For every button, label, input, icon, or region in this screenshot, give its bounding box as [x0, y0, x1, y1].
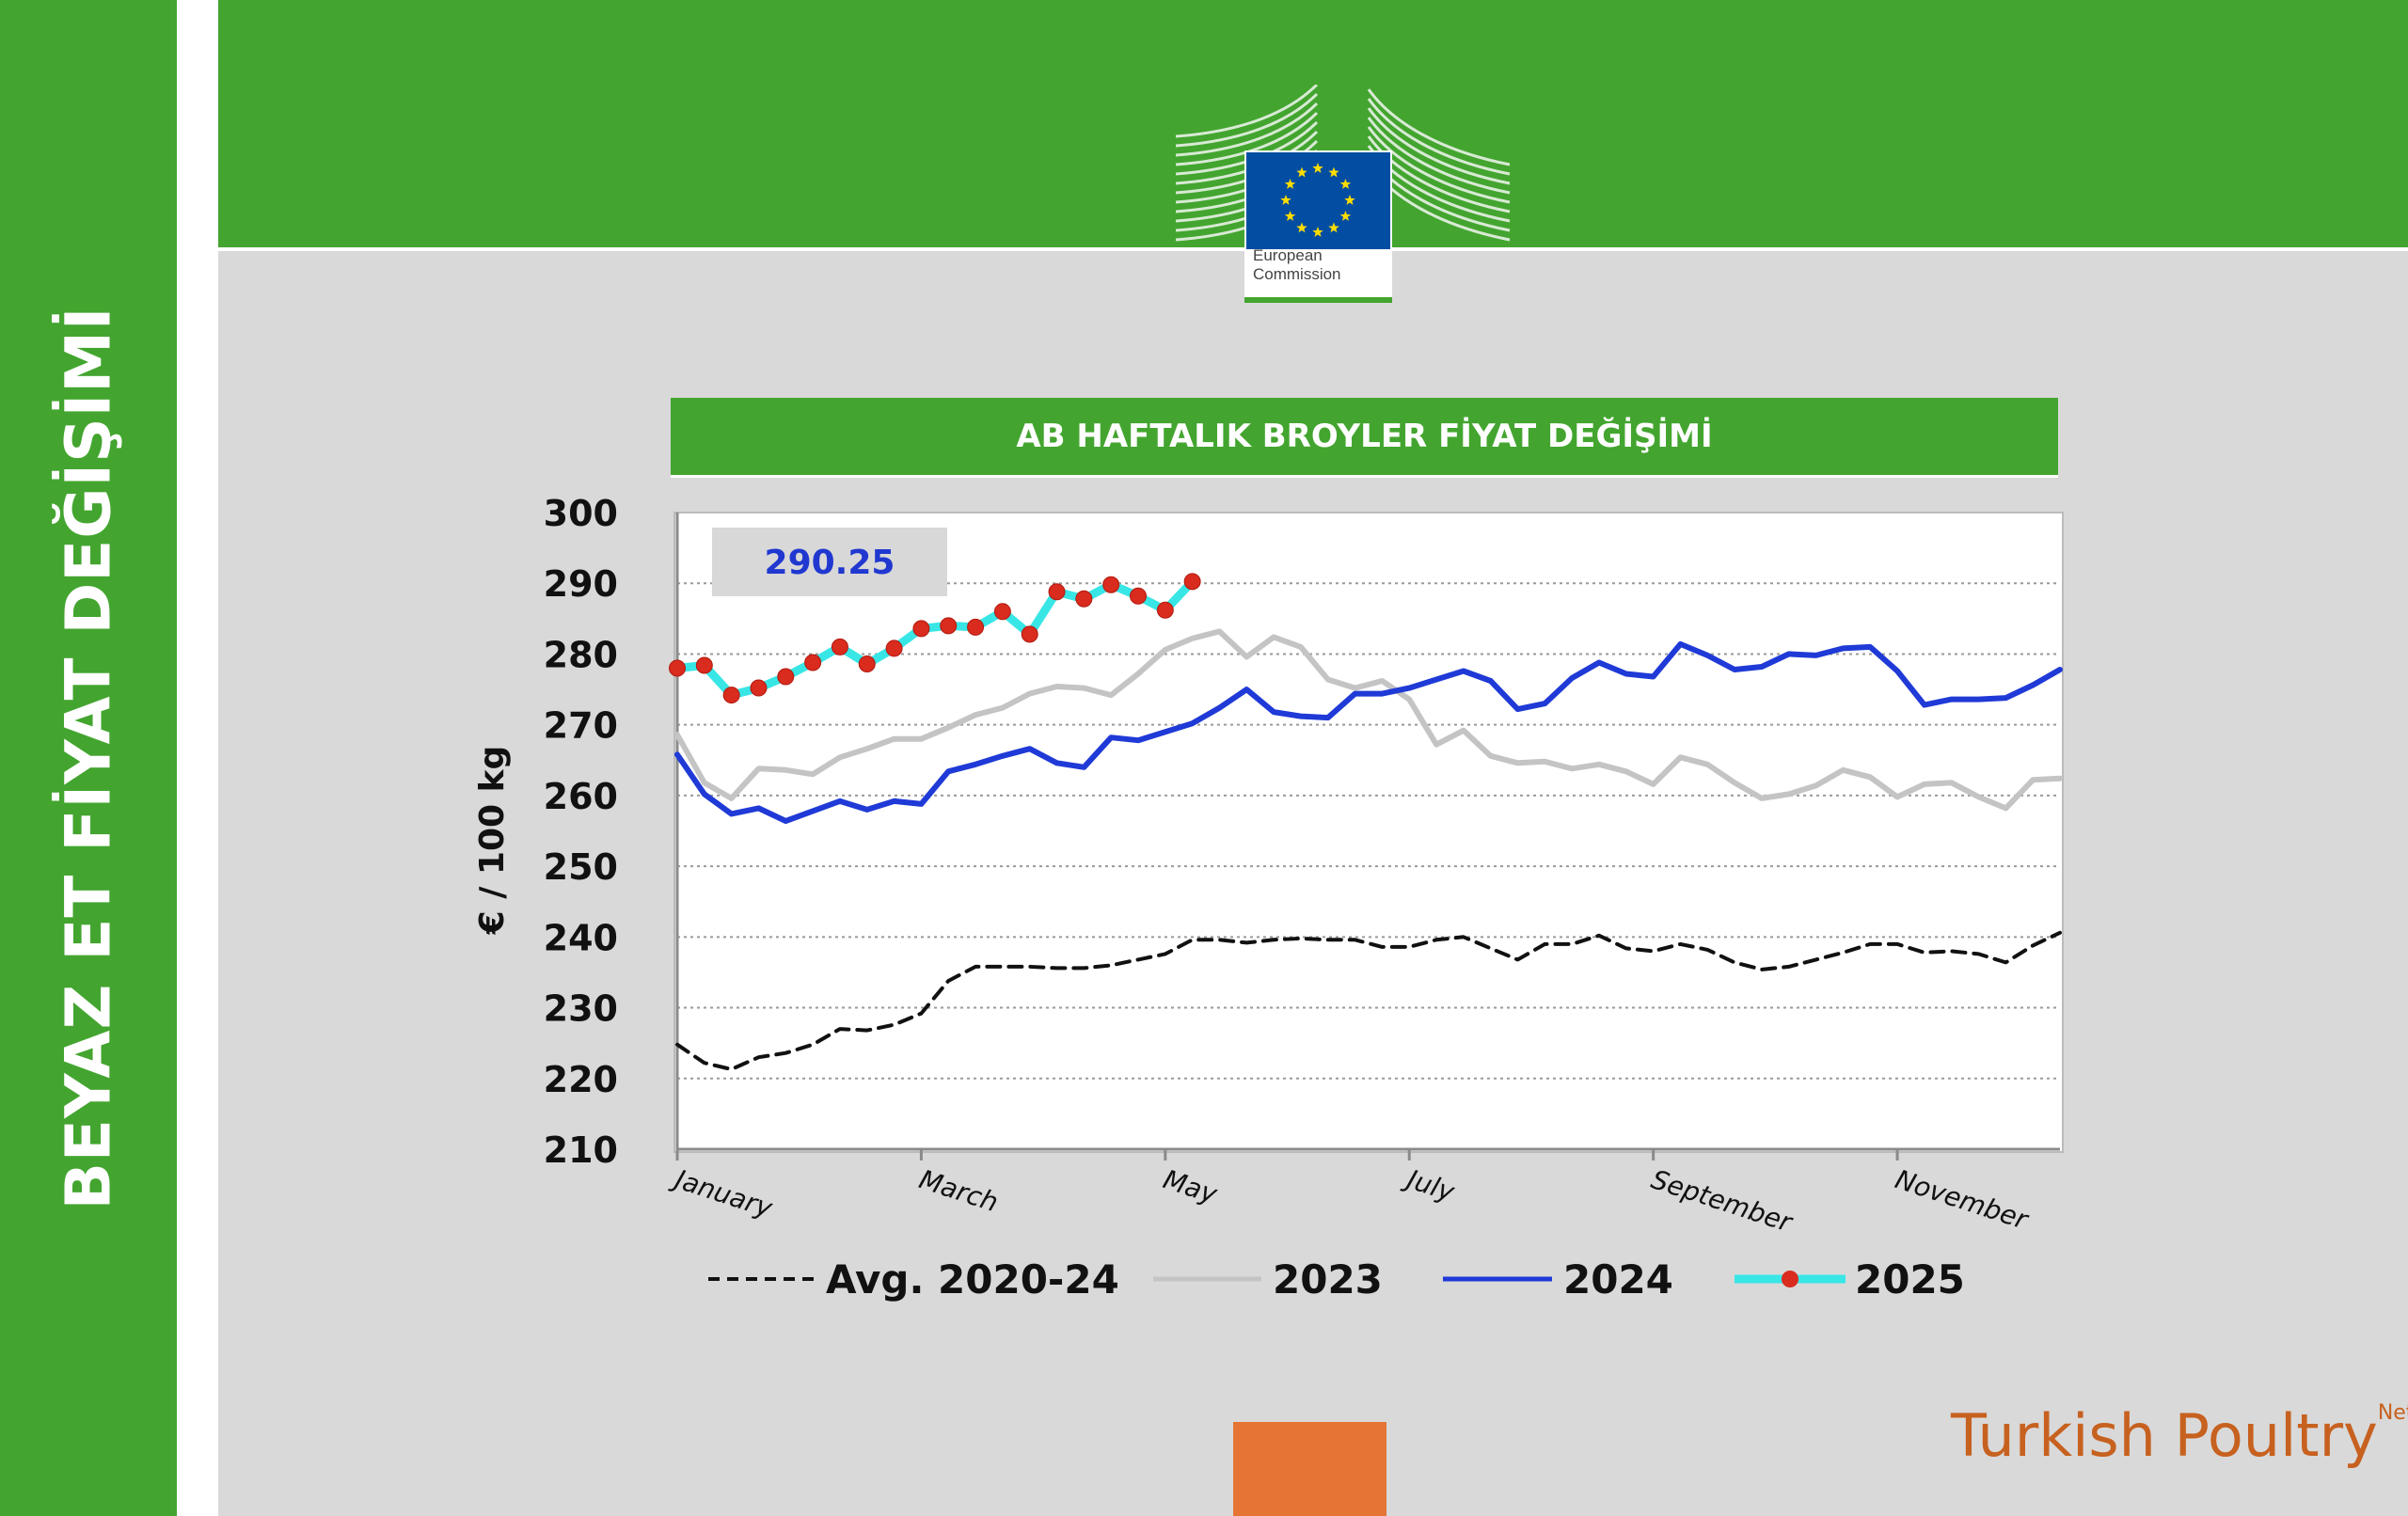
eu-star — [1296, 222, 1307, 233]
y-tick-label: 280 — [544, 634, 618, 675]
european-commission-logo: European Commission — [1176, 85, 1511, 303]
series-point-2025 — [1102, 576, 1120, 593]
y-tick-label: 210 — [544, 1129, 618, 1171]
series-point-2025 — [1021, 625, 1038, 643]
eu-star — [1328, 166, 1339, 178]
brand-suffix: Net — [2377, 1401, 2408, 1425]
y-axis-label: € / 100 kg — [473, 746, 512, 936]
eu-star — [1328, 222, 1339, 233]
legend-marker — [1782, 1271, 1798, 1287]
annotation-box — [712, 528, 947, 596]
left-sidebar — [0, 0, 177, 1516]
y-tick-label: 290 — [544, 563, 618, 605]
x-tick-label: September — [1647, 1163, 1797, 1239]
eu-star — [1344, 195, 1355, 205]
eu-star — [1339, 179, 1352, 189]
chart-title-box: AB HAFTALIK BROYLER FİYAT DEĞİŞİMİ — [671, 398, 2058, 478]
series-point-2025 — [993, 603, 1011, 621]
eu-star — [1339, 211, 1352, 221]
annotation-value: 290.25 — [765, 544, 895, 582]
y-tick-label: 240 — [544, 917, 618, 958]
series-point-2025 — [1156, 601, 1174, 619]
eu-star — [1312, 227, 1323, 237]
series-point-2025 — [1130, 587, 1147, 605]
eu-star — [1296, 166, 1307, 178]
series-point-2025 — [750, 679, 768, 697]
series-line-2023 — [674, 628, 2063, 812]
chart-title: AB HAFTALIK BROYLER FİYAT DEĞİŞİMİ — [1016, 418, 1713, 455]
series-point-2025 — [1183, 573, 1201, 591]
series-point-2025 — [831, 638, 848, 655]
sidebar-divider — [177, 0, 218, 1516]
eu-star — [1312, 163, 1323, 173]
y-tick-label: 300 — [544, 493, 618, 534]
series-point-2025 — [858, 655, 876, 672]
x-tick-label: March — [915, 1163, 1002, 1218]
series-layer — [669, 573, 2063, 1071]
legend-label: 2023 — [1273, 1256, 1383, 1303]
y-tick-label: 250 — [544, 846, 618, 888]
brand-name: Turkish Poultry — [1951, 1401, 2378, 1470]
series-point-2025 — [804, 654, 822, 671]
series-point-2025 — [669, 659, 686, 677]
logo-green-strip — [1244, 297, 1392, 303]
eu-star — [1280, 195, 1291, 205]
series-point-2025 — [777, 668, 795, 686]
series-point-2025 — [722, 687, 740, 704]
logo-text-line1: European — [1253, 246, 1323, 264]
y-tick-label: 260 — [544, 776, 618, 817]
series-point-2025 — [912, 620, 930, 638]
series-point-2025 — [940, 617, 958, 635]
legend-label: Avg. 2020-24 — [826, 1256, 1119, 1303]
series-line-2024 — [674, 640, 2063, 824]
x-tick-label: May — [1160, 1163, 1222, 1209]
y-tick-label: 230 — [544, 988, 618, 1030]
logo-text-line2: Commission — [1253, 265, 1341, 283]
brand-logo: Turkish PoultryNet — [1951, 1401, 2408, 1470]
series-point-2025 — [885, 640, 903, 657]
x-tick-label: July — [1399, 1162, 1458, 1208]
y-axis-ticks: 210 220 230 240 250 260 270 280 290 300 — [544, 493, 618, 1171]
x-axis-ticks: January March May July September November — [667, 1149, 2033, 1239]
y-tick-label: 270 — [544, 705, 618, 747]
eu-star — [1284, 179, 1296, 189]
series-point-2025 — [1048, 583, 1066, 601]
series-point-2025 — [967, 618, 985, 636]
legend-label: 2025 — [1855, 1256, 1965, 1303]
plot-area — [673, 512, 2064, 1153]
eu-star — [1284, 211, 1296, 221]
legend-label: 2024 — [1563, 1256, 1673, 1303]
y-tick-label: 220 — [544, 1059, 618, 1100]
orange-accent-block — [1233, 1422, 1386, 1516]
x-tick-label: November — [1892, 1163, 2033, 1236]
eu-stars-icon — [1280, 163, 1355, 237]
series-point-2025 — [695, 656, 713, 674]
series-line-avg-2020-24 — [675, 930, 2062, 1071]
series-point-2025 — [1075, 590, 1093, 608]
legend: Avg. 2020-24 2023 2024 2025 — [708, 1256, 1965, 1303]
x-tick-label: January — [667, 1162, 776, 1224]
